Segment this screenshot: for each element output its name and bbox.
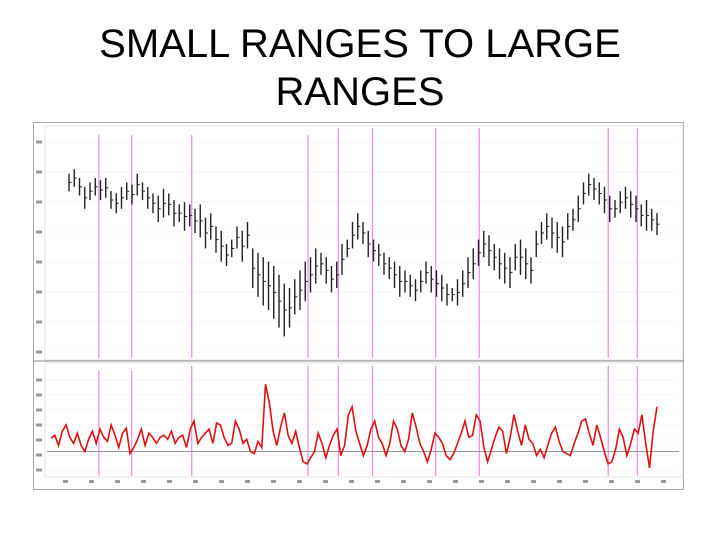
price-y-tick [36, 140, 42, 144]
chart-svg [33, 122, 684, 490]
x-tick [89, 480, 94, 483]
range-y-tick [36, 423, 42, 427]
price-panel-area [44, 125, 684, 361]
x-tick [505, 480, 510, 483]
price-y-tick [36, 200, 42, 204]
chart-screenshot [33, 122, 684, 490]
range-y-tick [36, 378, 42, 382]
price-cycle-lines [98, 128, 638, 358]
price-y-axis [36, 140, 42, 354]
x-tick [401, 480, 406, 483]
range-panel [36, 362, 684, 478]
x-tick [427, 480, 432, 483]
price-header-strip [45, 127, 315, 135]
price-y-tick [36, 350, 42, 354]
range-header-strip [45, 364, 135, 371]
x-tick [557, 480, 562, 483]
x-tick [453, 480, 458, 483]
price-bars [68, 169, 660, 337]
x-tick [219, 480, 224, 483]
x-tick [349, 480, 354, 483]
x-tick [167, 480, 172, 483]
slide-title: SMALL RANGES TO LARGE RANGES [0, 20, 720, 116]
x-tick [609, 480, 614, 483]
x-tick [245, 480, 250, 483]
x-tick [271, 480, 276, 483]
x-tick [583, 480, 588, 483]
slide-title-line-1: SMALL RANGES TO LARGE [99, 22, 621, 66]
range-y-tick [36, 438, 42, 442]
range-panel-area [44, 362, 684, 478]
range-series-line [50, 384, 658, 469]
x-tick [635, 480, 640, 483]
price-y-tick [36, 290, 42, 294]
price-y-tick [36, 260, 42, 264]
chart-border [33, 122, 684, 490]
x-tick [63, 480, 68, 483]
price-y-tick [36, 230, 42, 234]
range-y-tick [36, 393, 42, 397]
range-y-tick [36, 468, 42, 472]
x-tick [141, 480, 146, 483]
x-tick [297, 480, 302, 483]
range-y-tick [36, 408, 42, 412]
price-panel [36, 125, 684, 361]
price-y-tick [36, 170, 42, 174]
range-grid [47, 379, 679, 471]
x-tick [661, 480, 666, 483]
range-y-axis [36, 378, 42, 472]
range-y-tick [36, 453, 42, 457]
x-tick [479, 480, 484, 483]
x-tick [531, 480, 536, 483]
x-axis [63, 480, 666, 483]
price-y-tick [36, 320, 42, 324]
x-tick [115, 480, 120, 483]
x-tick [323, 480, 328, 483]
x-tick [375, 480, 380, 483]
slide-title-line-2: RANGES [275, 70, 445, 114]
x-tick [193, 480, 198, 483]
